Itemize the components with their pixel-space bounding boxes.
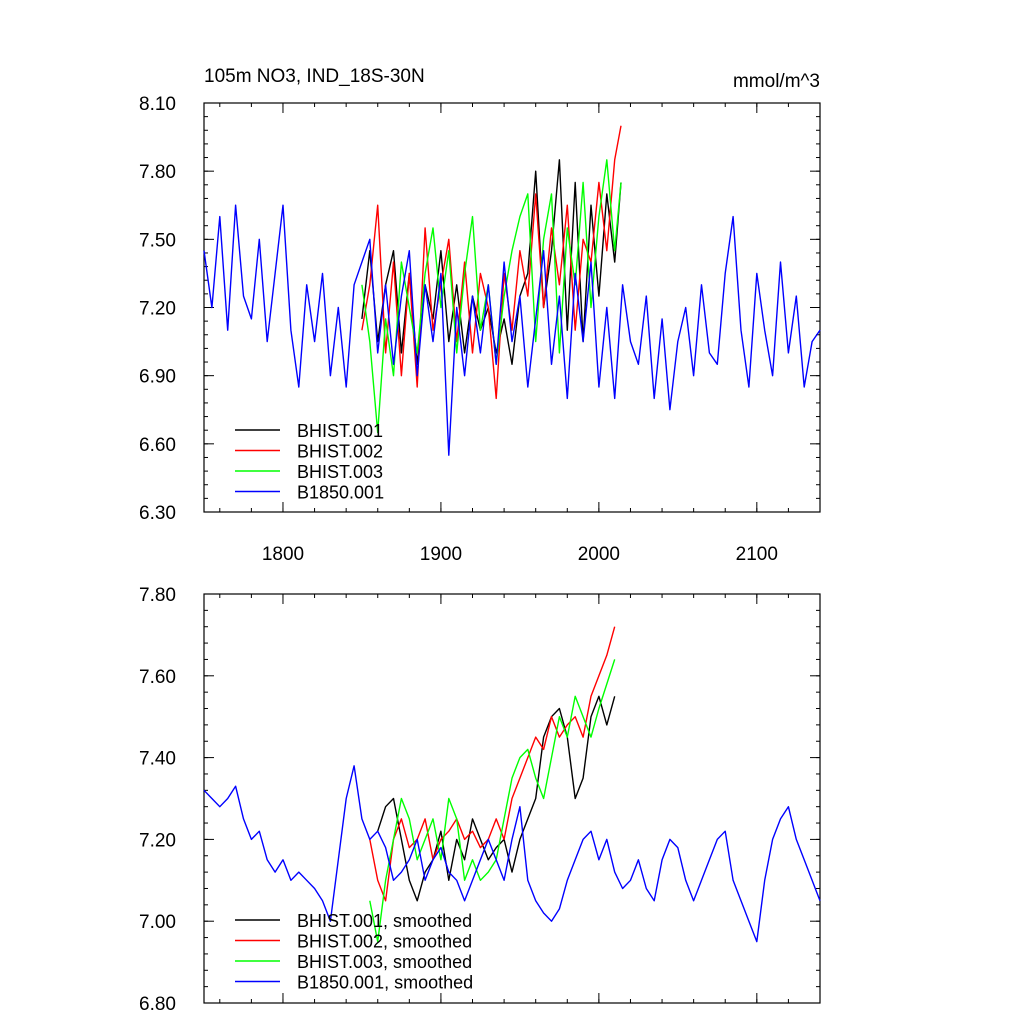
series-line-bhist-001-smoothed <box>377 695 616 902</box>
legend-label: BHIST.001 <box>297 421 383 441</box>
y-tick-label: 6.80 <box>139 994 176 1015</box>
x-tick-label: 2100 <box>736 544 778 565</box>
x-tick-label: 1800 <box>262 544 304 565</box>
series-line-bhist-002 <box>361 125 622 400</box>
x-tick-label: 1900 <box>420 544 462 565</box>
legend-label: BHIST.003, smoothed <box>297 952 472 972</box>
legend-label: BHIST.003 <box>297 462 383 482</box>
y-tick-label: 7.60 <box>139 667 176 688</box>
legend-label: BHIST.002, smoothed <box>297 932 472 952</box>
y-tick-label: 6.90 <box>139 367 176 388</box>
y-tick-label: 6.60 <box>139 435 176 456</box>
y-tick-label: 7.80 <box>139 162 176 183</box>
x-tick-label: 2000 <box>578 544 620 565</box>
y-tick-label: 6.30 <box>139 503 176 524</box>
series-line-bhist-002-smoothed <box>369 626 616 902</box>
legend-label: BHIST.002 <box>297 442 383 462</box>
legend-label: B1850.001 <box>297 483 384 503</box>
legend-label: B1850.001, smoothed <box>297 973 473 993</box>
y-tick-label: 7.00 <box>139 912 176 933</box>
y-tick-label: 7.80 <box>139 585 176 606</box>
chart-units: mmol/m^3 <box>733 71 820 92</box>
series-line-b1850-001 <box>203 204 821 456</box>
plot-frame-1 <box>203 593 821 1004</box>
series-line-b1850-001-smoothed <box>203 765 821 943</box>
y-tick-label: 7.40 <box>139 749 176 770</box>
legend-label: BHIST.001, smoothed <box>297 911 472 931</box>
y-tick-label: 7.20 <box>139 830 176 851</box>
y-tick-label: 7.20 <box>139 299 176 320</box>
y-tick-label: 7.50 <box>139 230 176 251</box>
series-line-bhist-003-smoothed <box>369 659 616 943</box>
chart-title: 105m NO3, IND_18S-30N <box>204 66 425 87</box>
y-tick-label: 8.10 <box>139 94 176 115</box>
